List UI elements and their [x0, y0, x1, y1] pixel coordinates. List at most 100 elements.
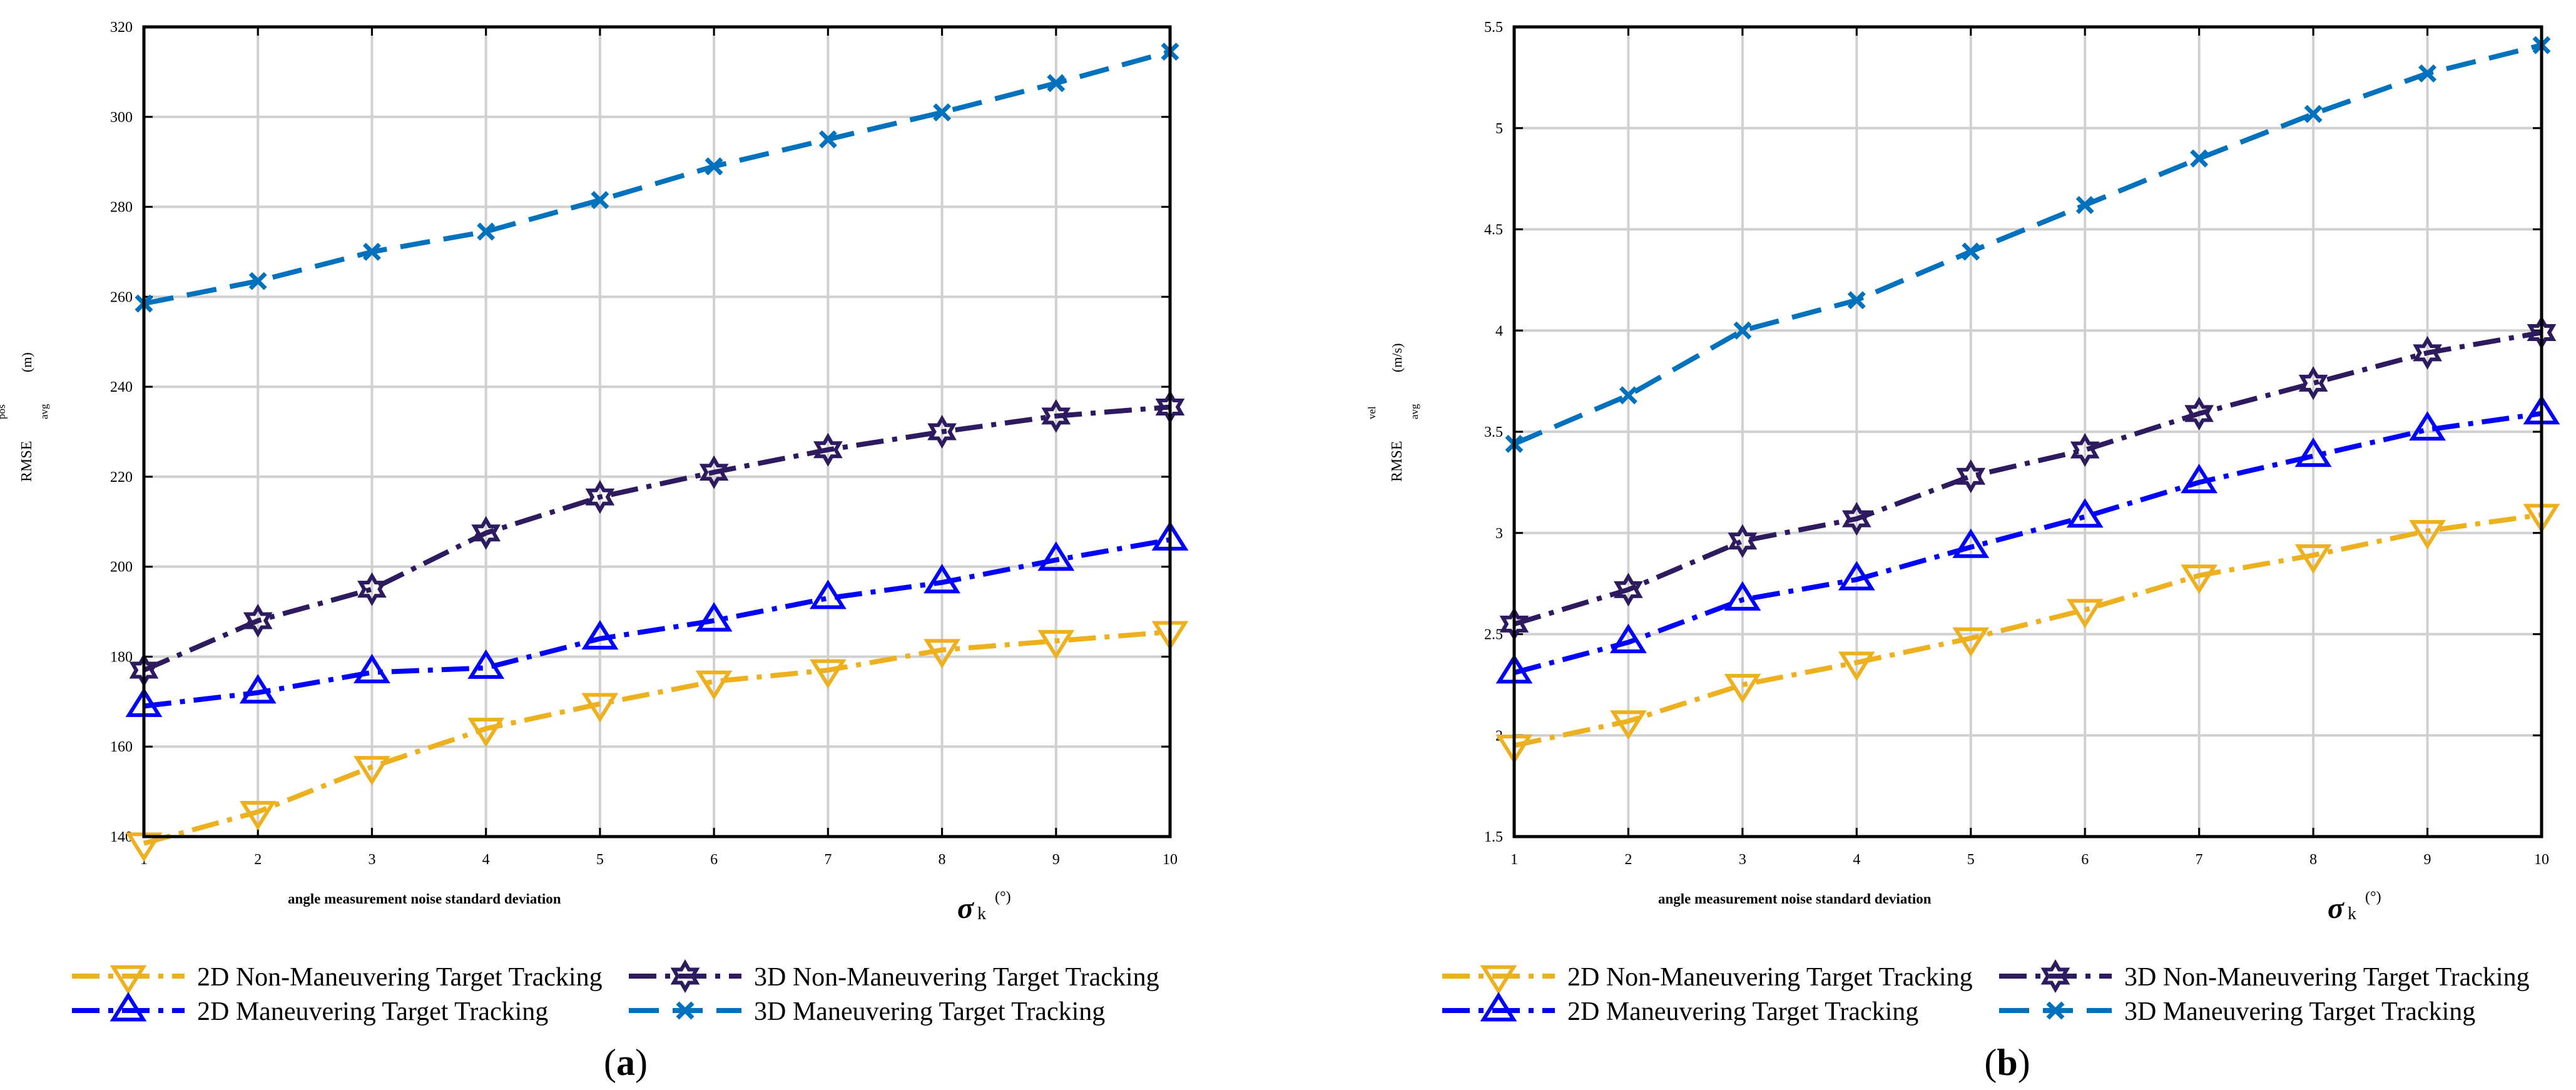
data-point-2d_nonman	[354, 756, 390, 786]
legend-item-2d_nonman: 2D Non-Maneuvering Target Tracking	[72, 963, 603, 995]
y-tick-label: 220	[110, 469, 133, 486]
legend-marker-stroke-2	[676, 1001, 695, 1020]
data-point-2d_man	[1037, 541, 1075, 571]
x-tick-label: 2	[1624, 852, 1632, 868]
data-point-3d_man	[1847, 291, 1866, 310]
legend-marker-stroke-2	[2046, 1001, 2065, 1020]
data-point-2d_nonman	[239, 801, 277, 831]
series-2d_nonman	[125, 621, 1189, 862]
y-tick-label: 180	[110, 649, 133, 665]
legend-label: 3D Non-Maneuvering Target Tracking	[754, 963, 1159, 992]
data-point-3d_nonman	[699, 455, 729, 489]
axes-frame	[1512, 25, 2543, 838]
x-axis-unit: (°)	[2365, 889, 2381, 905]
y-tick-label: 4	[1495, 323, 1503, 339]
y-axis-label-sub: avg	[38, 404, 50, 419]
x-tick-label: 5	[596, 852, 604, 868]
data-point-3d_man-stroke-2	[2418, 64, 2437, 83]
data-point-3d_man	[362, 242, 381, 261]
data-point-3d_nonman	[471, 516, 501, 550]
y-axis-label-sup: vel	[1366, 406, 1378, 419]
y-tick-label: 320	[110, 19, 133, 36]
y-axis-label-unit: (m)	[19, 352, 34, 372]
data-point-2d_nonman	[2294, 544, 2332, 574]
data-point-3d_nonman	[585, 480, 615, 514]
data-point-3d_man-stroke-2	[1962, 242, 1980, 261]
series-line-2d_man	[1513, 410, 2542, 675]
legend: 2D Non-Maneuvering Target Tracking 3D Non…	[1442, 959, 2530, 1026]
data-point-3d_man-stroke-2	[1047, 74, 1066, 93]
y-tick-label: 160	[110, 739, 133, 755]
y-axis-label: RMSE pos avg (m)	[0, 352, 50, 482]
data-point-3d_man-stroke-2	[2304, 104, 2323, 123]
x-tick-label: 4	[1853, 852, 1860, 868]
y-tick-label: 240	[110, 379, 133, 395]
y-tick-label: 5	[1495, 121, 1503, 137]
data-point-3d_nonman	[2070, 433, 2100, 467]
x-tick-label: 6	[2081, 852, 2089, 868]
y-tick-label: 5.5	[1484, 19, 1503, 36]
data-point-3d_man-stroke-2	[1847, 291, 1866, 310]
data-point-3d_nonman	[357, 572, 387, 606]
panel-caption: (a)	[604, 1042, 648, 1083]
y-tick-label: 280	[110, 200, 133, 216]
x-axis-label: angle measurement noise standard deviati…	[1658, 891, 1932, 907]
data-point-3d_man	[933, 103, 952, 122]
y-axis-label-unit: (m/s)	[1389, 344, 1405, 372]
y-axis-label-main: RMSE	[1389, 441, 1405, 482]
data-point-2d_nonman	[1037, 629, 1075, 660]
series-3d_nonman	[129, 390, 1185, 687]
data-point-2d_nonman	[2181, 564, 2218, 594]
y-tick-label: 3	[1495, 526, 1503, 542]
data-point-2d_man	[924, 564, 960, 594]
legend-label: 3D Maneuvering Target Tracking	[2124, 997, 2475, 1026]
data-point-3d_nonman	[927, 415, 957, 449]
legend-item-2d_nonman: 2D Non-Maneuvering Target Tracking	[1442, 963, 1973, 995]
y-axis-label-main: RMSE	[19, 441, 35, 482]
data-point-3d_man-stroke-2	[818, 130, 837, 149]
data-point-3d_man	[1733, 321, 1752, 340]
x-axis-unit: (°)	[995, 889, 1011, 905]
legend-marker	[109, 992, 147, 1022]
x-tick-label: 8	[2309, 852, 2317, 868]
series-2d_nonman	[1495, 504, 2560, 765]
y-tick-label: 300	[110, 110, 133, 126]
axes-frame	[142, 25, 1172, 838]
data-point-2d_nonman	[2409, 520, 2446, 550]
data-point-2d_man	[1724, 581, 1761, 611]
series-line-3d_nonman	[1513, 330, 2542, 627]
y-axis-label-sub: avg	[1408, 404, 1420, 419]
legend: 2D Non-Maneuvering Target Tracking 3D Non…	[72, 959, 1159, 1026]
panel-caption: (b)	[1984, 1042, 2030, 1083]
x-tick-label: 1	[1510, 852, 1518, 868]
x-tick-label: 5	[1967, 852, 1975, 868]
data-point-2d_nonman	[1724, 673, 1761, 704]
data-point-2d_man	[1838, 561, 1875, 591]
series-line-3d_man	[143, 49, 1171, 307]
chart-panel-a: 1 2 3 4 5 6 7 8 9 1014016018020022024026028030032…	[0, 19, 1189, 1083]
legend-label: 3D Non-Maneuvering Target Tracking	[2124, 963, 2530, 992]
data-point-2d_man	[2409, 411, 2446, 441]
data-point-3d_man	[2304, 104, 2323, 123]
data-point-2d_man	[467, 649, 505, 679]
data-point-3d_man-stroke-2	[2190, 149, 2209, 168]
x-axis-symbol: σ	[2328, 892, 2344, 925]
data-point-2d_nonman	[2066, 599, 2104, 629]
data-point-3d_nonman	[813, 432, 843, 467]
data-point-3d_man	[2418, 64, 2437, 83]
data-point-3d_nonman	[1841, 502, 1871, 536]
y-tick-label: 4.5	[1484, 222, 1503, 238]
data-point-3d_nonman	[1728, 524, 1758, 558]
data-point-3d_man	[2075, 196, 2094, 215]
legend-label: 2D Maneuvering Target Tracking	[197, 997, 548, 1026]
data-point-2d_nonman	[695, 670, 733, 700]
data-point-3d_man-stroke-2	[705, 157, 723, 176]
data-point-2d_nonman	[809, 659, 847, 689]
x-tick-label: 9	[1052, 852, 1060, 868]
x-axis-label: angle measurement noise standard deviati…	[288, 891, 561, 907]
legend-marker	[109, 965, 147, 995]
legend-item-3d_man: 3D Maneuvering Target Tracking	[629, 997, 1105, 1026]
legend-item-3d_nonman: 3D Non-Maneuvering Target Tracking	[1999, 959, 2530, 993]
x-tick-label: 7	[2196, 852, 2203, 868]
